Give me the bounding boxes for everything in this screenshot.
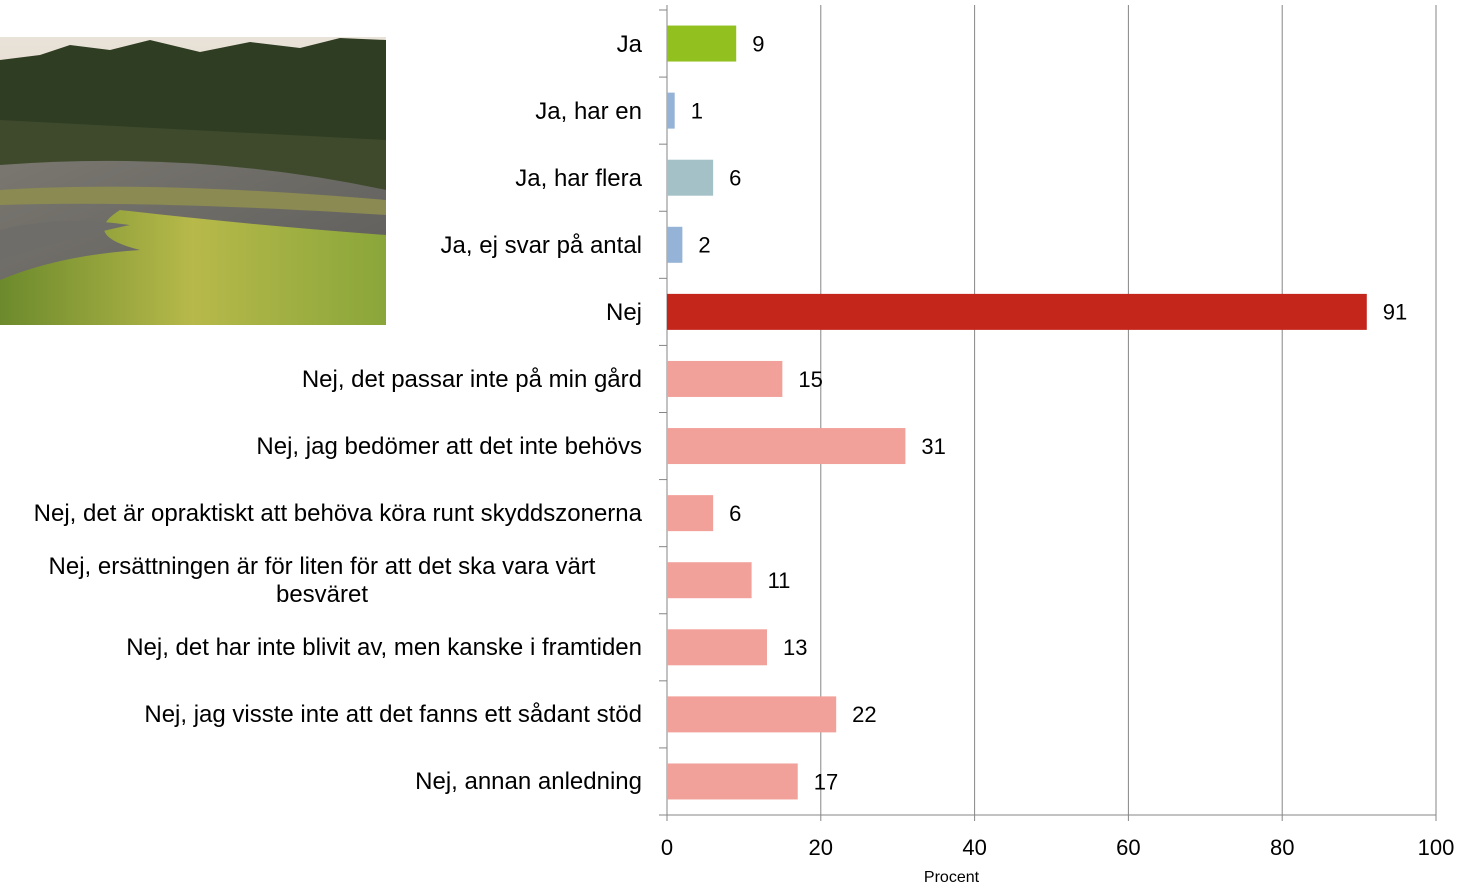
y-tick-label: Nej, ersättningen är för liten för att d… — [2, 553, 642, 609]
page: 020406080100Procent9162911531611132217 (… — [0, 0, 1462, 889]
value-label: 17 — [814, 769, 838, 794]
bar — [667, 227, 682, 263]
value-label: 6 — [729, 501, 741, 526]
y-tick-label: Nej, jag bedömer att det inte behövs — [256, 433, 642, 461]
value-label: 15 — [798, 367, 822, 392]
chart: 020406080100Procent9162911531611132217 — [0, 0, 1462, 889]
bar — [667, 562, 752, 598]
photo — [0, 37, 386, 325]
y-tick-label: Nej, det passar inte på min gård — [302, 366, 642, 394]
x-tick-label: 20 — [809, 835, 833, 860]
value-label: 13 — [783, 635, 807, 660]
value-label: 1 — [691, 98, 703, 123]
bar — [667, 294, 1367, 330]
bar — [667, 93, 675, 129]
y-tick-label: Nej, det har inte blivit av, men kanske … — [126, 634, 642, 662]
x-tick-label: 0 — [661, 835, 673, 860]
value-label: 2 — [698, 233, 710, 258]
value-label: 11 — [768, 568, 791, 593]
y-tick-label: Ja — [617, 31, 642, 59]
x-tick-label: 60 — [1116, 835, 1140, 860]
value-label: 31 — [921, 434, 945, 459]
x-axis-title: Procent — [924, 869, 980, 886]
value-label: 6 — [729, 166, 741, 191]
bar — [667, 696, 836, 732]
x-tick-label: 40 — [962, 835, 986, 860]
y-tick-label: Ja, ej svar på antal — [441, 232, 642, 260]
y-tick-label: Ja, har en — [535, 98, 642, 126]
value-label: 22 — [852, 702, 876, 727]
bar — [667, 361, 782, 397]
bar — [667, 428, 905, 464]
bar — [667, 26, 736, 62]
bar — [667, 495, 713, 531]
y-tick-label: Nej, jag visste inte att det fanns ett s… — [144, 701, 642, 729]
value-label: 91 — [1383, 300, 1407, 325]
y-tick-label: Ja, har flera — [515, 165, 642, 193]
x-tick-label: 80 — [1270, 835, 1294, 860]
x-tick-label: 100 — [1418, 835, 1455, 860]
bar — [667, 763, 798, 799]
y-tick-label: Nej — [606, 299, 642, 327]
bar — [667, 160, 713, 196]
value-label: 9 — [752, 31, 764, 56]
y-tick-label: Nej, det är opraktiskt att behöva köra r… — [34, 500, 642, 528]
bar — [667, 629, 767, 665]
y-tick-label: Nej, annan anledning — [415, 768, 642, 796]
